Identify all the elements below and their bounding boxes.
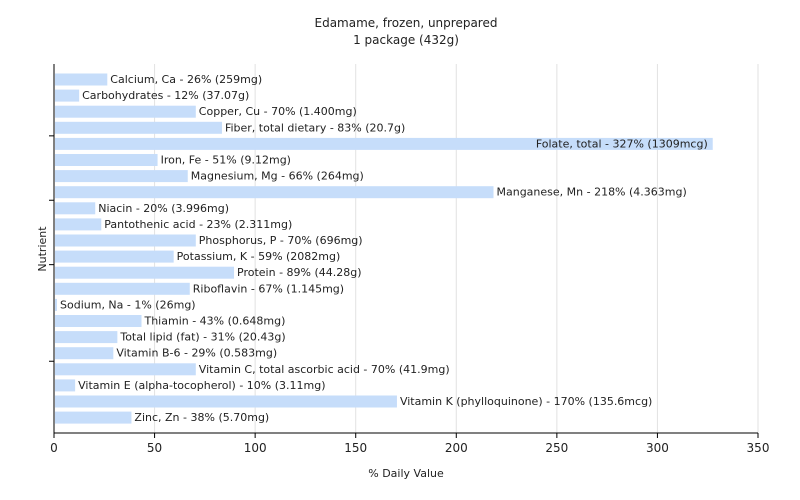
bars: Calcium, Ca - 26% (259mg) Carbohydrates -… [55, 73, 713, 424]
bar [55, 282, 190, 295]
bar [55, 395, 397, 408]
bar-label: Carbohydrates - 12% (37.07g) [82, 89, 249, 102]
bar-label: Folate, total - 327% (1309mcg) [536, 137, 708, 150]
bar-label: Niacin - 20% (3.996mg) [98, 202, 229, 215]
bar-label: Protein - 89% (44.28g) [237, 266, 362, 279]
x-axis-label: % Daily Value [368, 467, 444, 480]
bar-label: Phosphorus, P - 70% (696mg) [199, 234, 363, 247]
bar-label: Vitamin B-6 - 29% (0.583mg) [116, 347, 277, 360]
bar-label: Riboflavin - 67% (1.145mg) [193, 282, 344, 295]
x-tick-label: 150 [344, 441, 367, 455]
bar-label: Thiamin - 43% (0.648mg) [143, 315, 285, 328]
x-tick-label: 300 [646, 441, 669, 455]
bar-label: Vitamin K (phylloquinone) - 170% (135.6m… [400, 395, 652, 408]
bar-label: Total lipid (fat) - 31% (20.43g) [119, 331, 285, 344]
grid-lines [154, 64, 759, 433]
x-tick-label: 50 [147, 441, 162, 455]
bar [55, 218, 102, 231]
bar-label: Sodium, Na - 1% (26mg) [60, 298, 196, 311]
x-tick-label: 100 [244, 441, 267, 455]
bar-label: Zinc, Zn - 38% (5.70mg) [134, 411, 269, 424]
x-tick-label: 250 [545, 441, 568, 455]
x-tick-label: 350 [747, 441, 770, 455]
chart-subtitle: 1 package (432g) [353, 33, 459, 47]
bar [55, 234, 196, 247]
bar [55, 379, 76, 392]
bar [55, 89, 80, 102]
bar [55, 347, 114, 360]
bar [55, 202, 96, 215]
bar [55, 121, 222, 134]
bar [55, 170, 188, 183]
x-tick-label: 200 [445, 441, 468, 455]
axes [49, 64, 759, 438]
bar [55, 137, 713, 150]
bar [55, 105, 196, 118]
chart-title: Edamame, frozen, unprepared [315, 16, 498, 30]
bar [55, 266, 235, 279]
bar [55, 363, 196, 376]
x-tick-labels: 0 50 100 150 200 250 300 350 [50, 441, 769, 455]
bar [55, 73, 108, 86]
bar-label: Copper, Cu - 70% (1.400mg) [199, 105, 357, 118]
bar [55, 298, 58, 311]
bar-label: Calcium, Ca - 26% (259mg) [110, 73, 262, 86]
bar [55, 250, 174, 263]
bar-label: Iron, Fe - 51% (9.12mg) [161, 154, 291, 167]
bar-label: Magnesium, Mg - 66% (264mg) [191, 170, 364, 183]
bar-label: Vitamin E (alpha-tocopherol) - 10% (3.11… [78, 379, 325, 392]
bar [55, 331, 118, 344]
bar [55, 154, 158, 166]
x-tick-label: 0 [50, 441, 58, 455]
bar [55, 315, 142, 327]
y-axis-label: Nutrient [36, 226, 49, 272]
bar [55, 186, 494, 199]
bar-label: Fiber, total dietary - 83% (20.7g) [225, 121, 405, 134]
bar-label: Vitamin C, total ascorbic acid - 70% (41… [199, 363, 450, 376]
bar-label: Potassium, K - 59% (2082mg) [177, 250, 341, 263]
bar-label: Pantothenic acid - 23% (2.311mg) [104, 218, 292, 231]
bar [55, 411, 132, 424]
bar-label: Manganese, Mn - 218% (4.363mg) [496, 186, 686, 199]
